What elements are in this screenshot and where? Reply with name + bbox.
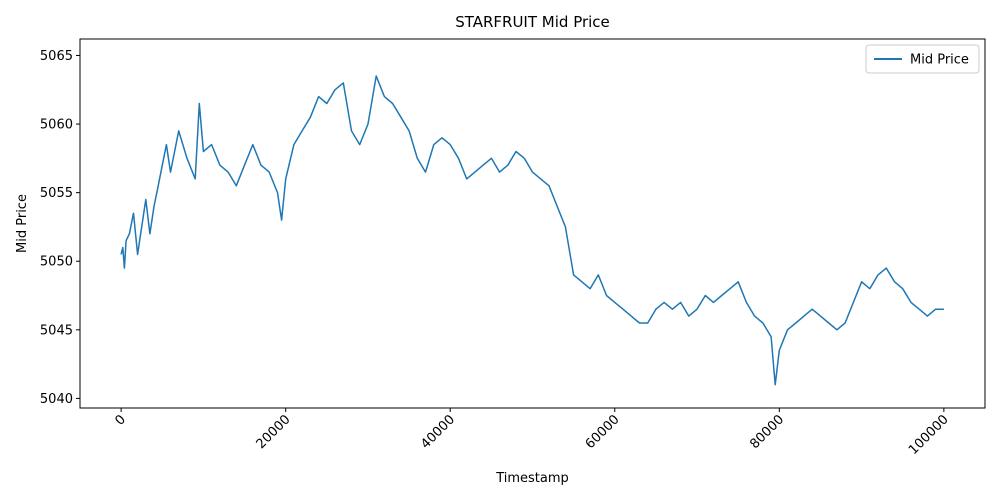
- plot-area: [79, 38, 986, 409]
- x-tick-label: 0: [113, 412, 129, 428]
- series-line-0: [120, 75, 944, 386]
- y-tick-label: 5040: [40, 392, 73, 407]
- x-tick-label: 40000: [418, 412, 458, 452]
- x-tick-label: 20000: [254, 412, 294, 452]
- legend: Mid Price: [865, 44, 980, 74]
- x-tick-label: 100000: [906, 412, 952, 458]
- x-tick-label: 60000: [583, 412, 623, 452]
- y-axis-label: Mid Price: [15, 194, 30, 253]
- x-axis: 0 20000 40000 60000 80000 100000: [113, 408, 952, 458]
- y-tick-label: 5055: [40, 186, 73, 201]
- y-tick-label: 5050: [40, 255, 73, 270]
- plot-frame: [79, 38, 986, 409]
- y-axis: 5040 5045 5050 5055 5060 5065: [40, 49, 80, 407]
- x-tick-label: 80000: [747, 412, 787, 452]
- legend-label: Mid Price: [910, 53, 969, 68]
- y-tick-label: 5065: [40, 49, 73, 64]
- y-tick-label: 5060: [40, 118, 73, 133]
- y-tick-label: 5045: [40, 323, 73, 338]
- chart-title: STARFRUIT Mid Price: [455, 13, 610, 31]
- series-layer: [120, 75, 944, 386]
- legend-box: [865, 44, 980, 74]
- x-axis-label: Timestamp: [495, 471, 569, 486]
